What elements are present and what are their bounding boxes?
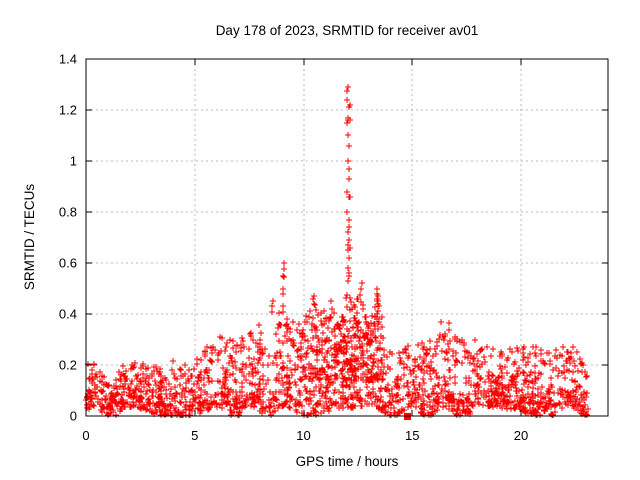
y-tick-label: 0.6 [59,256,77,271]
scatter-points [83,292,591,418]
outlier-points [269,84,382,332]
y-tick-label: 0 [70,409,77,424]
y-axis-label: SRMTID / TECUs [22,184,37,291]
y-tick-label: 1.4 [59,52,77,67]
x-tick-label: 15 [405,428,419,443]
y-tick-label: 0.2 [59,358,77,373]
y-tick-labels: 0 0.2 0.4 0.6 0.8 1 1.2 1.4 [59,52,77,424]
chart-title: Day 178 of 2023, SRMTID for receiver av0… [216,23,479,38]
y-tick-label: 1 [70,154,77,169]
y-tick-label: 0.8 [59,205,77,220]
x-axis-label: GPS time / hours [296,454,399,469]
x-tick-labels: 0 5 10 15 20 [82,428,528,443]
axis-ticks [85,58,608,417]
y-tick-label: 0.4 [59,307,77,322]
x-tick-label: 0 [82,428,89,443]
x-tick-label: 10 [296,428,310,443]
x-tick-label: 20 [514,428,528,443]
y-tick-label: 1.2 [59,103,77,118]
x-tick-label: 5 [191,428,198,443]
plot-border [85,58,609,417]
